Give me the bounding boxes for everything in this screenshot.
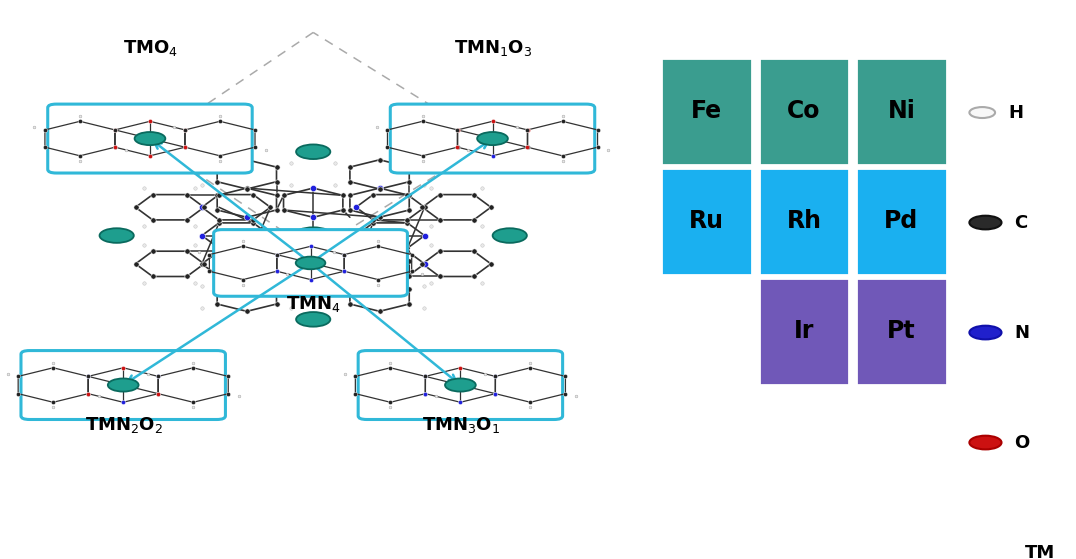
- FancyBboxPatch shape: [47, 104, 252, 173]
- FancyBboxPatch shape: [661, 58, 752, 165]
- Text: Ni: Ni: [888, 99, 916, 123]
- Text: TMO$_4$: TMO$_4$: [123, 39, 178, 59]
- FancyBboxPatch shape: [661, 168, 752, 275]
- Circle shape: [296, 257, 325, 269]
- Text: Fe: Fe: [691, 99, 722, 123]
- FancyBboxPatch shape: [759, 58, 849, 165]
- Circle shape: [969, 216, 1002, 229]
- Circle shape: [493, 228, 527, 243]
- Circle shape: [108, 378, 139, 392]
- Circle shape: [294, 228, 332, 244]
- Circle shape: [296, 144, 330, 159]
- Circle shape: [296, 312, 330, 326]
- Circle shape: [969, 107, 995, 118]
- Text: Ir: Ir: [794, 319, 815, 343]
- FancyBboxPatch shape: [391, 104, 595, 173]
- Text: H: H: [1008, 103, 1023, 121]
- Text: O: O: [1015, 434, 1030, 452]
- Text: Ru: Ru: [689, 209, 724, 233]
- Circle shape: [477, 132, 508, 145]
- Text: TMN$_4$: TMN$_4$: [286, 294, 341, 314]
- FancyBboxPatch shape: [358, 350, 563, 419]
- Text: Co: Co: [788, 99, 821, 123]
- Text: TMN$_1$O$_3$: TMN$_1$O$_3$: [454, 39, 533, 59]
- Circle shape: [969, 543, 1013, 559]
- Circle shape: [969, 326, 1002, 339]
- Text: TMN$_3$O$_1$: TMN$_3$O$_1$: [422, 415, 500, 435]
- FancyBboxPatch shape: [759, 168, 849, 275]
- Text: N: N: [1015, 324, 1030, 342]
- FancyBboxPatch shape: [20, 350, 226, 419]
- FancyBboxPatch shape: [759, 278, 849, 385]
- FancyBboxPatch shape: [855, 58, 947, 165]
- FancyBboxPatch shape: [855, 278, 947, 385]
- Text: Pt: Pt: [887, 319, 916, 343]
- Text: C: C: [1015, 214, 1028, 231]
- Text: TM: TM: [1025, 543, 1056, 559]
- Circle shape: [445, 378, 476, 392]
- Text: TMN$_2$O$_2$: TMN$_2$O$_2$: [85, 415, 162, 435]
- Circle shape: [134, 132, 166, 145]
- Text: Rh: Rh: [787, 209, 821, 233]
- Text: Pd: Pd: [884, 209, 919, 233]
- Circle shape: [100, 228, 133, 243]
- FancyBboxPatch shape: [214, 230, 408, 296]
- Circle shape: [969, 435, 1002, 449]
- FancyBboxPatch shape: [855, 168, 947, 275]
